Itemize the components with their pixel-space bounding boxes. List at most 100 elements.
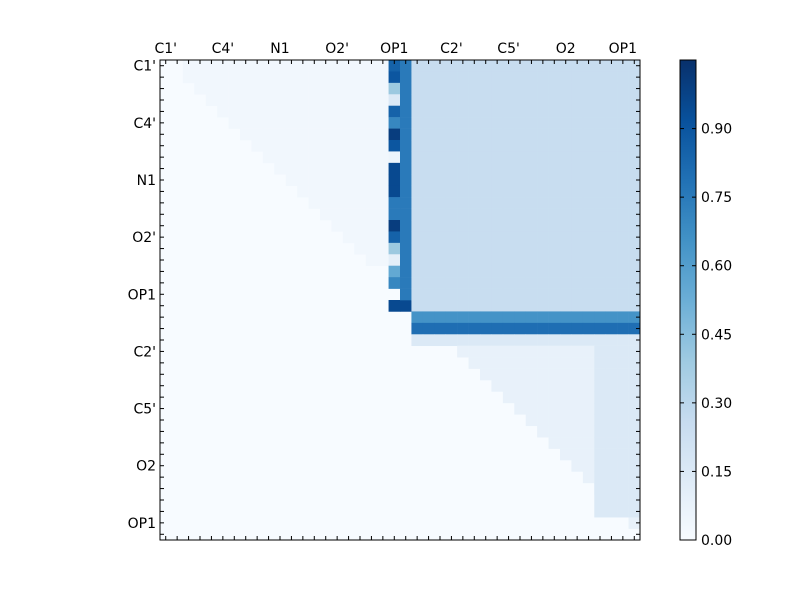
heatmap-cell-10-37 — [582, 174, 595, 187]
heatmap-cell-15-39 — [605, 231, 618, 244]
heatmap-cell-31-41 — [628, 414, 641, 427]
heatmap-cell-22-30 — [502, 311, 515, 324]
heatmap-cell-1-31 — [514, 71, 527, 84]
heatmap-cell-7-33 — [537, 140, 549, 152]
heatmap-cell-7-23 — [422, 140, 435, 152]
heatmap-cell-3-10 — [274, 94, 287, 107]
heatmap-cell-14-22 — [411, 220, 424, 232]
heatmap-cell-12-34 — [548, 197, 561, 209]
y-tick-label: O2 — [136, 459, 156, 475]
heatmap-cell-4-5 — [217, 105, 229, 118]
heatmap-cell-6-36 — [571, 128, 584, 141]
heatmap-cell-10-24 — [434, 174, 447, 187]
heatmap-cell-17-30 — [502, 254, 515, 267]
heatmap-cell-1-23 — [422, 71, 435, 84]
heatmap-cell-1-25 — [445, 71, 458, 84]
heatmap-cell-1-34 — [548, 71, 561, 84]
heatmap-cell-10-17 — [354, 174, 367, 187]
heatmap-cell-30-31 — [514, 402, 527, 415]
heatmap-cell-29-39 — [605, 391, 618, 404]
heatmap-cell-19-40 — [617, 277, 629, 289]
heatmap-cell-14-15 — [331, 220, 344, 232]
heatmap-cell-28-41 — [628, 380, 641, 392]
heatmap-cell-6-32 — [525, 128, 538, 141]
heatmap-cell-30-36 — [571, 402, 584, 415]
heatmap-cell-4-36 — [571, 105, 584, 118]
heatmap-cell-9-11 — [285, 162, 298, 175]
heatmap-cell-7-34 — [548, 140, 561, 152]
heatmap-cell-6-31 — [514, 128, 527, 141]
heatmap-cell-7-17 — [354, 140, 367, 152]
heatmap-cell-2-40 — [617, 82, 629, 95]
heatmap-cell-1-26 — [457, 71, 469, 84]
heatmap-cell-25-39 — [605, 345, 618, 358]
heatmap-cell-27-41 — [628, 368, 641, 381]
heatmap-cell-2-10 — [274, 82, 287, 95]
heatmap-cell-1-33 — [537, 71, 549, 84]
heatmap-cell-30-40 — [617, 402, 629, 415]
heatmap-cell-13-34 — [548, 208, 561, 221]
heatmap-cell-25-32 — [525, 345, 538, 358]
heatmap-cell-15-17 — [354, 231, 367, 244]
heatmap-cell-9-29 — [491, 162, 504, 175]
heatmap-cell-13-14 — [320, 208, 332, 221]
heatmap-cell-17-34 — [548, 254, 561, 267]
heatmap-cell-4-30 — [502, 105, 515, 118]
heatmap-cell-21-35 — [560, 300, 572, 312]
heatmap-cell-25-34 — [548, 345, 561, 358]
heatmap-cell-35-40 — [617, 460, 629, 472]
heatmap-cell-2-14 — [320, 82, 332, 95]
heatmap-cell-10-27 — [468, 174, 481, 187]
y-tick-label: C5' — [133, 402, 156, 418]
heatmap-cell-1-29 — [491, 71, 504, 84]
heatmap-cell-17-25 — [445, 254, 458, 267]
heatmap-cell-34-39 — [605, 448, 618, 461]
heatmap-cell-28-37 — [582, 380, 595, 392]
heatmap-cell-2-31 — [514, 82, 527, 95]
heatmap-cell-28-29 — [491, 380, 504, 392]
heatmap-cell-10-18 — [365, 174, 378, 187]
heatmap-cell-37-38 — [594, 482, 607, 495]
heatmap-cell-16-26 — [457, 242, 469, 255]
heatmap-cell-23-32 — [525, 322, 538, 335]
heatmap-cell-5-36 — [571, 117, 584, 129]
heatmap-cell-9-38 — [594, 162, 607, 175]
y-tick-label: O2' — [132, 230, 156, 246]
heatmap-cell-10-25 — [445, 174, 458, 187]
heatmap-cell-13-24 — [434, 208, 447, 221]
heatmap-cell-6-27 — [468, 128, 481, 141]
heatmap-cell-0-2 — [182, 60, 195, 72]
heatmap-cell-14-32 — [525, 220, 538, 232]
heatmap-cell-35-37 — [582, 460, 595, 472]
heatmap-cell-18-39 — [605, 265, 618, 278]
heatmap-cell-20-35 — [560, 288, 572, 301]
heatmap-cell-15-37 — [582, 231, 595, 244]
heatmap-cell-38-39 — [605, 494, 618, 507]
heatmap-cell-6-39 — [605, 128, 618, 141]
heatmap-cell-3-29 — [491, 94, 504, 107]
heatmap-cell-24-24 — [434, 334, 447, 347]
heatmap-cell-26-36 — [571, 357, 584, 369]
heatmap-cell-12-26 — [457, 197, 469, 209]
heatmap-cell-24-27 — [468, 334, 481, 347]
heatmap-cell-20-27 — [468, 288, 481, 301]
heatmap-cell-1-22 — [411, 71, 424, 84]
heatmap-cell-35-36 — [571, 460, 584, 472]
heatmap-cell-12-21 — [400, 197, 412, 209]
heatmap-cell-2-23 — [422, 82, 435, 95]
heatmap-cell-15-32 — [525, 231, 538, 244]
heatmap-cell-23-30 — [502, 322, 515, 335]
heatmap-cell-29-32 — [525, 391, 538, 404]
heatmap-cell-4-32 — [525, 105, 538, 118]
heatmap-cell-3-13 — [308, 94, 321, 107]
heatmap-cell-6-15 — [331, 128, 344, 141]
heatmap-cell-4-13 — [308, 105, 321, 118]
heatmap-cell-13-38 — [594, 208, 607, 221]
heatmap-cell-14-23 — [422, 220, 435, 232]
heatmap-cell-8-22 — [411, 151, 424, 164]
heatmap-cell-19-39 — [605, 277, 618, 289]
heatmap-cell-2-25 — [445, 82, 458, 95]
heatmap-cell-17-36 — [571, 254, 584, 267]
heatmap-cell-6-20 — [388, 128, 401, 141]
x-tick-label: O2' — [325, 41, 349, 57]
